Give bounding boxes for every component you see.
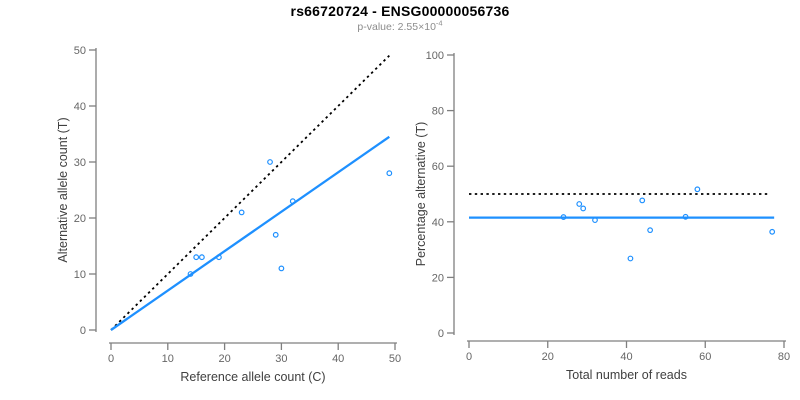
left-plot-data-point xyxy=(198,254,205,261)
left-plot-x-tick-label: 20 xyxy=(218,353,230,365)
right-plot-y-tick-label: 20 xyxy=(432,272,444,284)
pvalue-text: p-value: 2.55×10 xyxy=(357,21,436,33)
right-plot-y-tick-label: 40 xyxy=(432,217,444,229)
right-plot-y-axis-title: Percentage alternative (T) xyxy=(414,122,428,267)
right-plot-data-point xyxy=(682,213,689,220)
left-plot-y-axis-title: Alternative allele count (T) xyxy=(56,117,70,262)
right-plot-data-point xyxy=(647,227,654,234)
left-plot-identity-line xyxy=(110,54,390,331)
right-plot-x-tick-label: 0 xyxy=(466,351,472,363)
left-plot-data-point xyxy=(386,170,393,177)
figure-title: rs66720724 - ENSG00000056736 xyxy=(290,3,510,19)
left-plot-y-tick-label: 20 xyxy=(74,213,86,225)
right-plot-data-point xyxy=(576,201,583,207)
left-plot-x-tick-label: 40 xyxy=(332,353,344,365)
left-plot-data-point xyxy=(272,231,279,238)
right-plot-data-point xyxy=(769,228,776,235)
right-plot-x-axis-title: Total number of reads xyxy=(566,368,687,382)
right-plot-y-tick-label: 60 xyxy=(432,161,444,173)
right-plot-x-tick-label: 20 xyxy=(542,351,554,363)
right-plot-x-tick-label: 80 xyxy=(778,351,790,363)
right-plot-y-tick-label: 80 xyxy=(432,106,444,118)
right-plot-data-point xyxy=(592,217,598,224)
right-plot-data-point xyxy=(580,205,587,212)
left-plot-data-point xyxy=(278,265,285,272)
left-plot-fit-line xyxy=(110,135,390,331)
left-plot-data-point xyxy=(187,271,194,277)
left-plot-x-axis-title: Reference allele count (C) xyxy=(180,370,325,384)
right-plot-x-tick-label: 60 xyxy=(699,351,711,363)
right-plot-y-tick-label: 0 xyxy=(438,328,444,340)
right-plot-x-tick-label: 40 xyxy=(620,351,632,363)
pvalue-exponent: -4 xyxy=(435,18,443,28)
right-plot-data-point xyxy=(627,255,634,262)
left-plot-data-point xyxy=(289,198,296,205)
right-plot-data-point xyxy=(639,197,646,204)
left-plot-x-tick-label: 50 xyxy=(389,353,401,365)
left-plot-data-point xyxy=(267,159,273,165)
left-plot-y-tick-label: 0 xyxy=(80,325,86,337)
right-plot-data-point xyxy=(694,186,701,193)
right-plot-y-tick-label: 100 xyxy=(426,50,444,62)
left-plot-y-tick-label: 50 xyxy=(74,45,86,57)
left-plot-y-tick-label: 10 xyxy=(74,269,86,281)
left-plot-data-point xyxy=(216,254,222,261)
left-plot-x-tick-label: 30 xyxy=(275,353,287,365)
right-plot-data-point xyxy=(560,214,567,220)
left-plot-y-tick-label: 30 xyxy=(74,157,86,169)
left-plot-x-tick-label: 0 xyxy=(108,353,114,365)
left-plot-data-point xyxy=(193,254,200,261)
left-plot-x-tick-label: 10 xyxy=(162,353,174,365)
left-plot-data-point xyxy=(238,209,245,216)
left-plot-y-tick-label: 40 xyxy=(74,101,86,113)
figure-subtitle: p-value: 2.55×10-4 xyxy=(0,18,800,33)
